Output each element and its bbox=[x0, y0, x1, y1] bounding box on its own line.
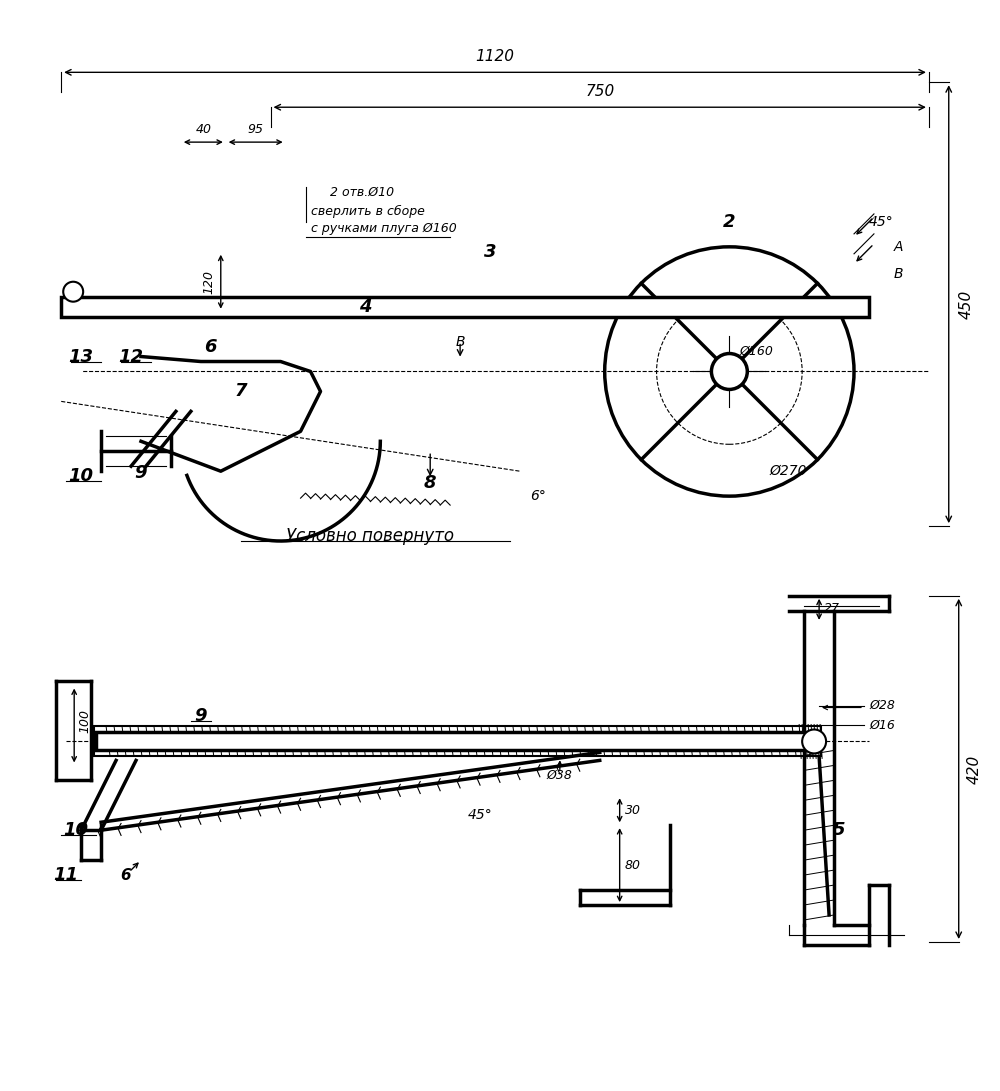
Text: 80: 80 bbox=[625, 859, 641, 872]
Text: 6: 6 bbox=[121, 867, 131, 883]
Text: 5: 5 bbox=[833, 822, 845, 839]
Text: 10: 10 bbox=[64, 822, 89, 839]
Text: 420: 420 bbox=[967, 754, 982, 783]
Circle shape bbox=[605, 247, 854, 496]
Text: A: A bbox=[894, 240, 903, 254]
Text: B: B bbox=[894, 267, 903, 280]
Text: 45°: 45° bbox=[869, 215, 894, 229]
Text: 450: 450 bbox=[959, 289, 974, 319]
Bar bbox=[61, 297, 869, 316]
Text: 9: 9 bbox=[195, 707, 207, 724]
Text: 95: 95 bbox=[248, 123, 264, 136]
Circle shape bbox=[711, 353, 747, 389]
Text: Ø16: Ø16 bbox=[869, 719, 895, 732]
Text: 10: 10 bbox=[69, 467, 94, 485]
Text: 750: 750 bbox=[585, 84, 614, 99]
Text: сверлить в сборе: сверлить в сборе bbox=[311, 205, 424, 218]
Text: 6°: 6° bbox=[530, 489, 546, 503]
Bar bbox=[94, 727, 821, 756]
Text: Ø270: Ø270 bbox=[769, 464, 807, 478]
Text: 1: 1 bbox=[723, 362, 736, 381]
Text: 40: 40 bbox=[195, 123, 211, 136]
Text: Ø160: Ø160 bbox=[739, 345, 773, 358]
Text: 2 отв.Ø10: 2 отв.Ø10 bbox=[330, 185, 395, 199]
Text: 4: 4 bbox=[359, 298, 372, 315]
Text: 1120: 1120 bbox=[476, 49, 515, 64]
Text: Условно повернуто: Условно повернуто bbox=[286, 527, 454, 546]
Bar bbox=[96, 732, 819, 751]
Circle shape bbox=[802, 730, 826, 754]
Text: 9: 9 bbox=[135, 464, 147, 482]
Text: с ручками плуга Ø160: с ручками плуга Ø160 bbox=[311, 223, 456, 236]
Text: Ø38: Ø38 bbox=[547, 769, 573, 782]
Text: 13: 13 bbox=[69, 348, 94, 365]
Text: 27: 27 bbox=[824, 602, 840, 615]
Text: 12: 12 bbox=[119, 348, 144, 365]
Text: 7: 7 bbox=[234, 383, 247, 400]
Text: 120: 120 bbox=[203, 269, 216, 293]
Text: 6: 6 bbox=[205, 337, 217, 356]
Text: 100: 100 bbox=[78, 708, 91, 732]
Text: B: B bbox=[455, 335, 465, 348]
Circle shape bbox=[63, 281, 83, 302]
Text: 30: 30 bbox=[625, 804, 641, 817]
Text: 2: 2 bbox=[723, 213, 736, 231]
Text: 8: 8 bbox=[424, 475, 436, 492]
Text: Ø28: Ø28 bbox=[869, 699, 895, 712]
Text: 3: 3 bbox=[484, 243, 496, 261]
Text: 11: 11 bbox=[54, 866, 79, 884]
Text: 45°: 45° bbox=[468, 808, 492, 823]
